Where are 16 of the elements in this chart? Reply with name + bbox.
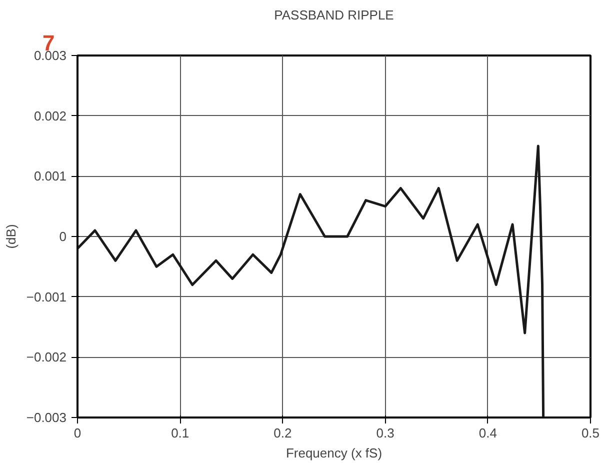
y-tick-label: −0.003: [26, 410, 66, 425]
y-tick-label: 0: [59, 229, 67, 244]
y-tick-label: 0.001: [34, 168, 67, 184]
line-series: [78, 144, 545, 418]
x-tick-label: 0.2: [274, 426, 292, 440]
x-tick-label: 0.4: [478, 426, 497, 440]
y-tick-label: −0.002: [26, 350, 66, 365]
x-tick-label: 0.3: [376, 426, 394, 440]
x-tick-label: 0.5: [581, 426, 600, 440]
chart-title: PASSBAND RIPPLE: [274, 8, 394, 22]
x-tick-label: 0: [74, 426, 82, 440]
y-tick-label: −0.001: [26, 289, 66, 304]
y-tick-label: 0.002: [34, 108, 67, 124]
y-axis-title: (dB): [3, 224, 18, 249]
x-axis-title: Frequency (x fS): [286, 446, 382, 460]
x-tick-label: 0.1: [171, 426, 190, 440]
